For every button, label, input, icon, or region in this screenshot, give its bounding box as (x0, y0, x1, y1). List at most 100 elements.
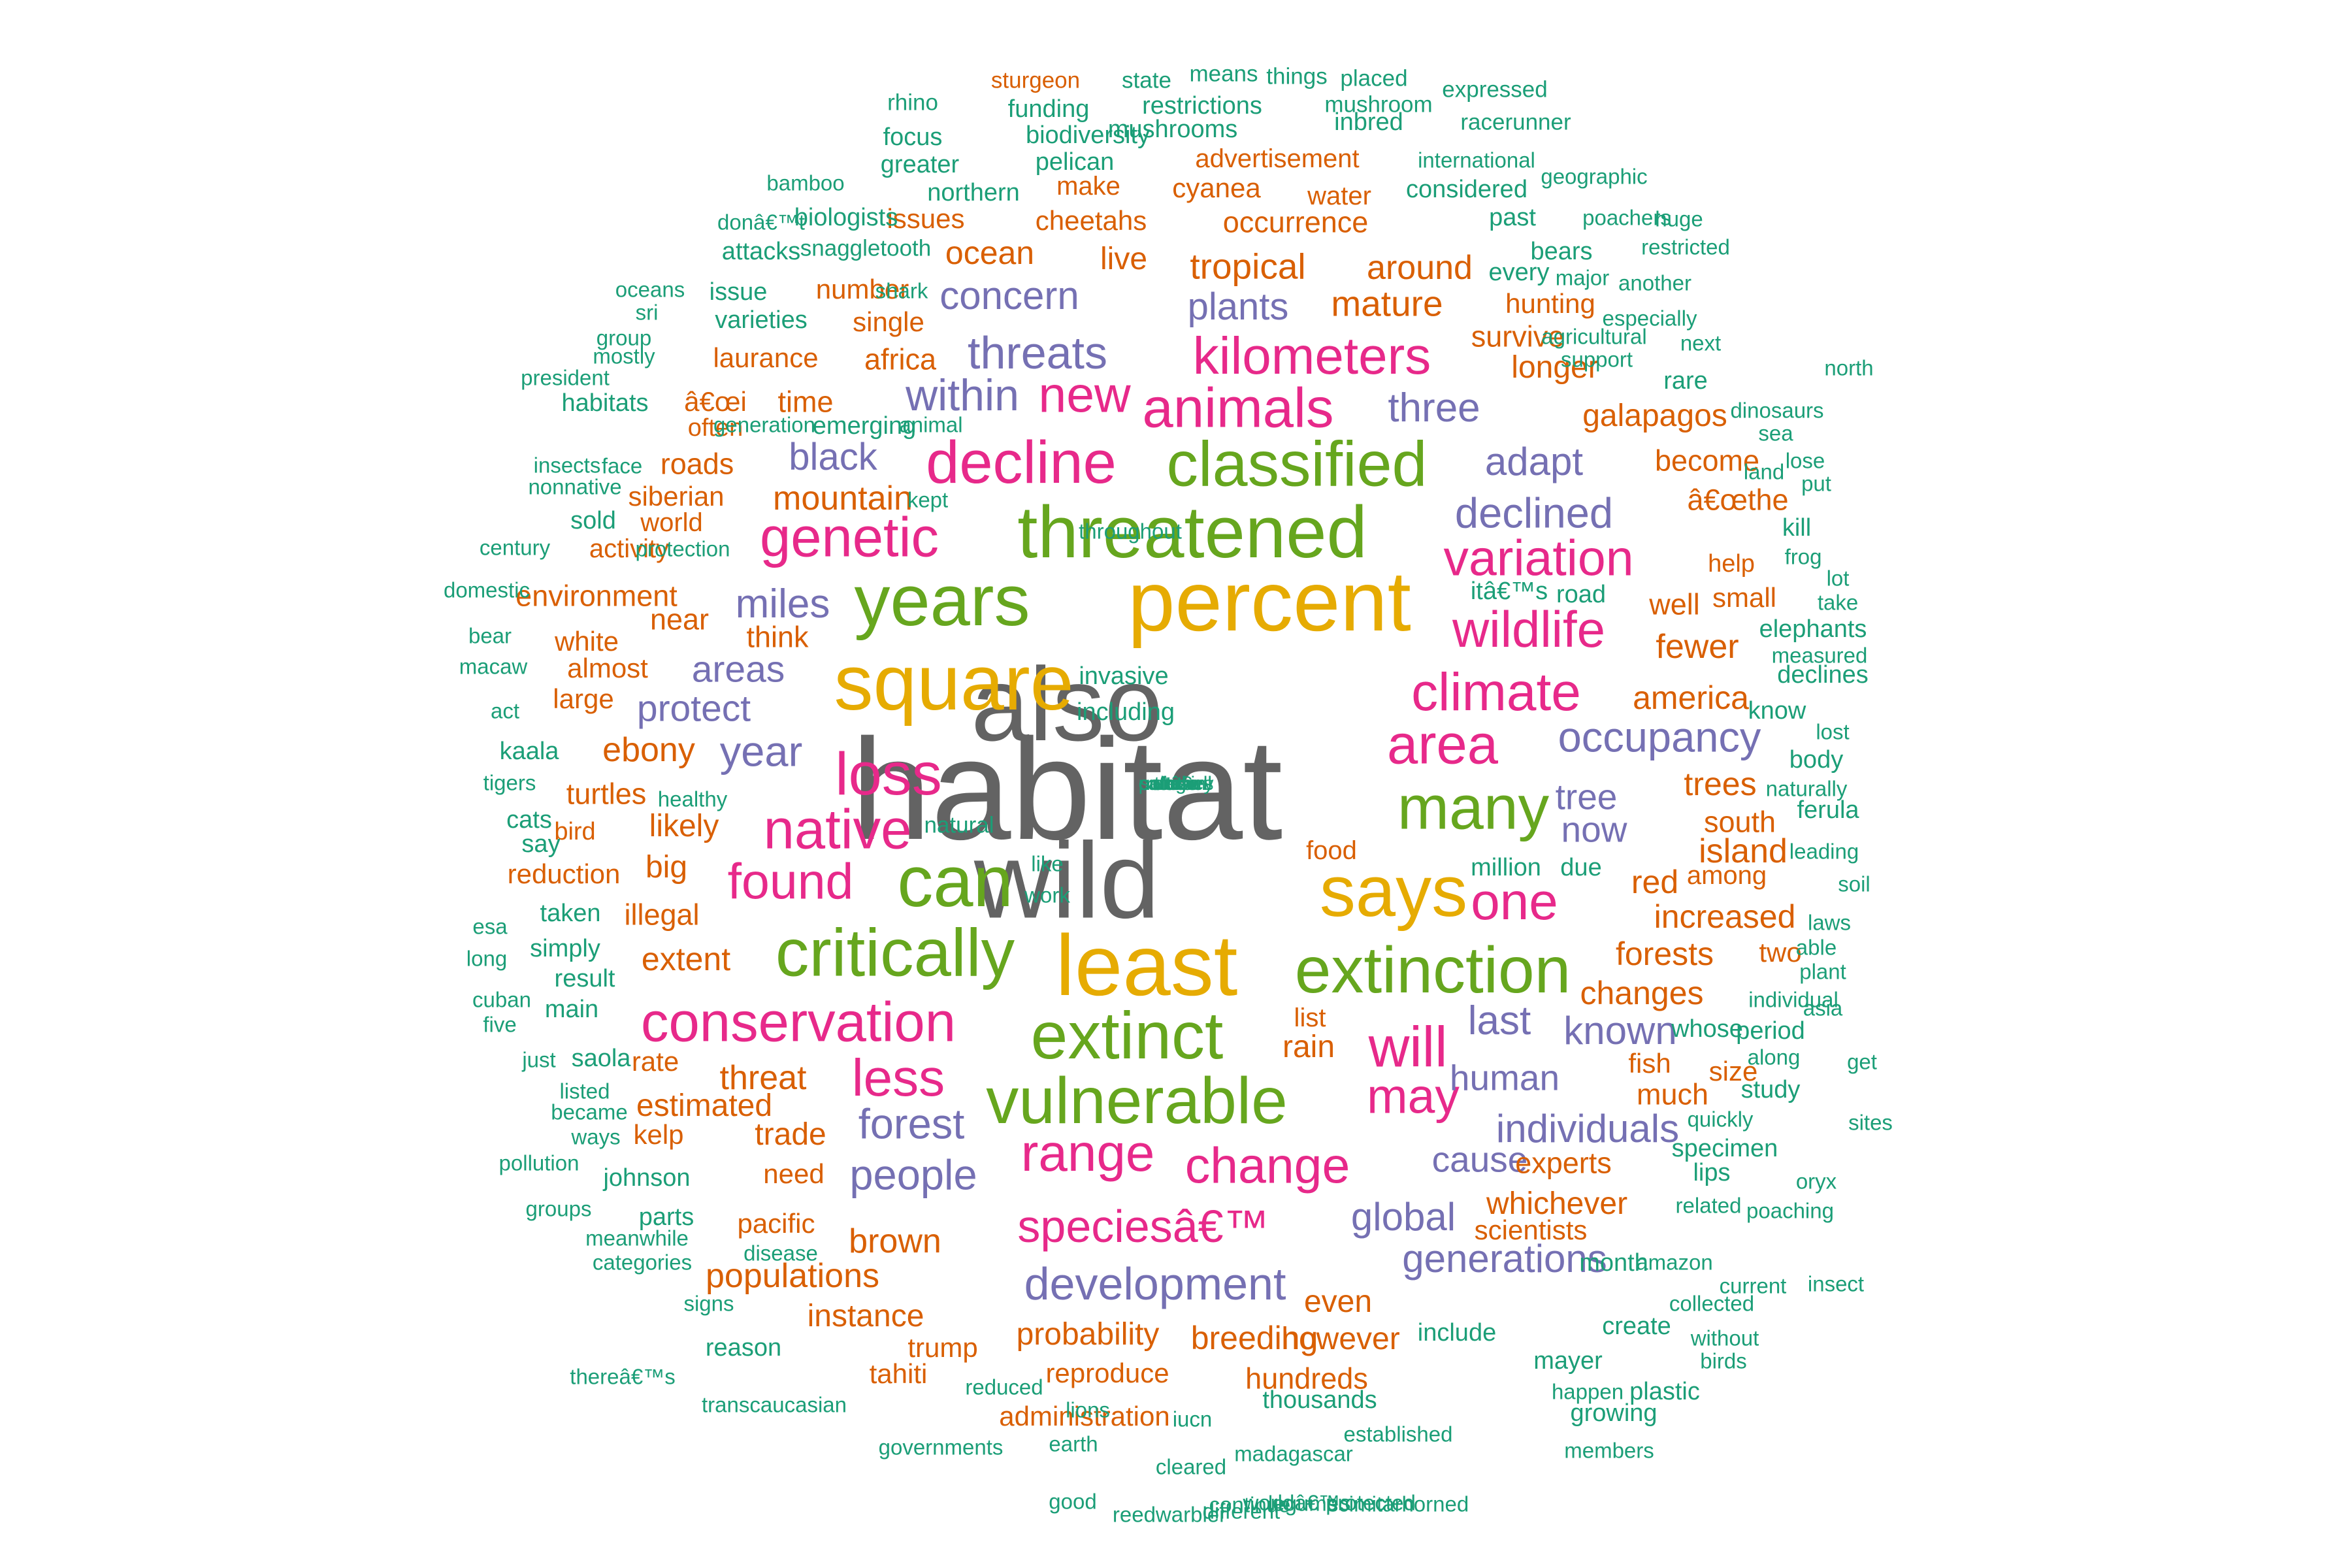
word-48: occupancy (1558, 713, 1761, 761)
word-44: miles (735, 581, 830, 627)
word-34: change (1184, 1137, 1350, 1194)
word-278: meanwhile (585, 1226, 689, 1250)
word-77: laurance (713, 342, 819, 373)
word-134: scientists (1474, 1215, 1588, 1245)
word-291: mayer (1533, 1347, 1603, 1375)
word-150: things (1266, 63, 1328, 90)
word-145: hundreds (1245, 1362, 1368, 1396)
word-260: saola (571, 1045, 631, 1072)
word-70: tropical (1190, 246, 1306, 287)
word-158: racerunner (1460, 109, 1571, 135)
word-244: taken (540, 900, 601, 927)
word-179: major (1555, 265, 1610, 290)
word-72: number (815, 274, 909, 304)
word-195: dinosaurs (1730, 398, 1824, 423)
word-6: says (1319, 851, 1468, 932)
word-130: need (763, 1158, 825, 1189)
word-235: natural (924, 812, 994, 838)
word-42: declined (1454, 489, 1614, 537)
word-289: reason (705, 1334, 782, 1362)
word-56: people (849, 1151, 977, 1199)
word-133: pacific (737, 1208, 815, 1239)
word-14: vulnerable (986, 1064, 1288, 1137)
word-71: around (1367, 249, 1473, 287)
word-101: america (1633, 679, 1749, 716)
word-157: inbred (1334, 108, 1403, 136)
word-153: rhino (887, 90, 938, 116)
word-28: will (1368, 1015, 1448, 1079)
word-288: without (1690, 1326, 1759, 1350)
word-250: result (554, 965, 615, 992)
word-52: known (1563, 1009, 1677, 1053)
word-300: thousands (1262, 1386, 1377, 1414)
word-122: fish (1628, 1048, 1671, 1079)
word-124: size (1708, 1056, 1758, 1086)
word-149: means (1189, 61, 1258, 87)
word-212: throughout (1079, 519, 1182, 544)
word-86: siberian (628, 481, 725, 512)
word-205: nonnative (528, 474, 622, 499)
word-274: groups (525, 1196, 592, 1221)
word-43: adapt (1484, 440, 1584, 483)
word-169: donâ€™t (717, 210, 805, 235)
word-182: issue (709, 278, 768, 306)
word-152: expressed (1442, 76, 1548, 103)
word-141: however (1281, 1322, 1400, 1356)
word-265: became (551, 1100, 628, 1124)
word-9: classified (1166, 428, 1428, 500)
word-173: huge (1655, 206, 1703, 231)
word-107: south (1703, 805, 1776, 839)
word-162: greater (880, 151, 960, 178)
word-256: five (483, 1012, 517, 1037)
word-88: â€œthe (1687, 483, 1789, 517)
word-168: geographic (1541, 164, 1648, 189)
word-219: bear (468, 623, 512, 648)
word-206: put (1801, 471, 1831, 496)
word-224: declines (1777, 661, 1869, 689)
word-108: island (1699, 832, 1788, 870)
word-40: three (1388, 385, 1480, 431)
word-214: lot (1826, 566, 1850, 591)
word-270: pollution (498, 1151, 580, 1175)
word-229: kaala (499, 738, 559, 765)
word-191: support (1560, 347, 1633, 372)
word-226: including (1077, 698, 1175, 726)
word-285: collected (1669, 1291, 1755, 1316)
word-39: plants (1187, 286, 1289, 328)
word-58: global (1350, 1195, 1456, 1239)
word-242: soil (1838, 872, 1870, 896)
word-97: white (554, 626, 619, 657)
word-113: among (1686, 861, 1767, 890)
word-304: established (1343, 1422, 1453, 1446)
word-241: due (1560, 854, 1602, 881)
word-170: biologists (794, 204, 898, 231)
word-135: brown (849, 1222, 941, 1260)
word-49: tree (1555, 776, 1618, 817)
word-273: oryx (1795, 1169, 1837, 1194)
word-4: square (834, 639, 1074, 727)
word-280: amazon (1636, 1250, 1713, 1275)
word-247: simply (530, 935, 600, 962)
word-264: study (1740, 1076, 1801, 1103)
word-312: protected (1326, 1490, 1416, 1515)
word-165: bamboo (766, 171, 845, 195)
word-252: cuban (472, 987, 531, 1012)
word-132: whichever (1486, 1186, 1628, 1221)
word-33: range (1021, 1124, 1155, 1182)
word-197: generation (713, 412, 815, 437)
word-13: extinction (1294, 934, 1571, 1007)
word-298: lions (1066, 1397, 1110, 1422)
word-69: live (1100, 242, 1148, 276)
word-3: percent (1128, 553, 1411, 649)
word-82: galapagos (1582, 399, 1727, 433)
word-216: itâ€™s (1470, 578, 1548, 605)
word-75: single (853, 306, 924, 337)
word-321: close (1152, 773, 1200, 794)
word-32: less (851, 1049, 945, 1107)
word-78: africa (864, 342, 937, 376)
word-29: one (1471, 872, 1558, 930)
word-187: group (596, 325, 652, 350)
word-81: time (777, 385, 834, 419)
word-24: wildlife (1452, 600, 1606, 658)
word-186: especially (1602, 306, 1697, 331)
